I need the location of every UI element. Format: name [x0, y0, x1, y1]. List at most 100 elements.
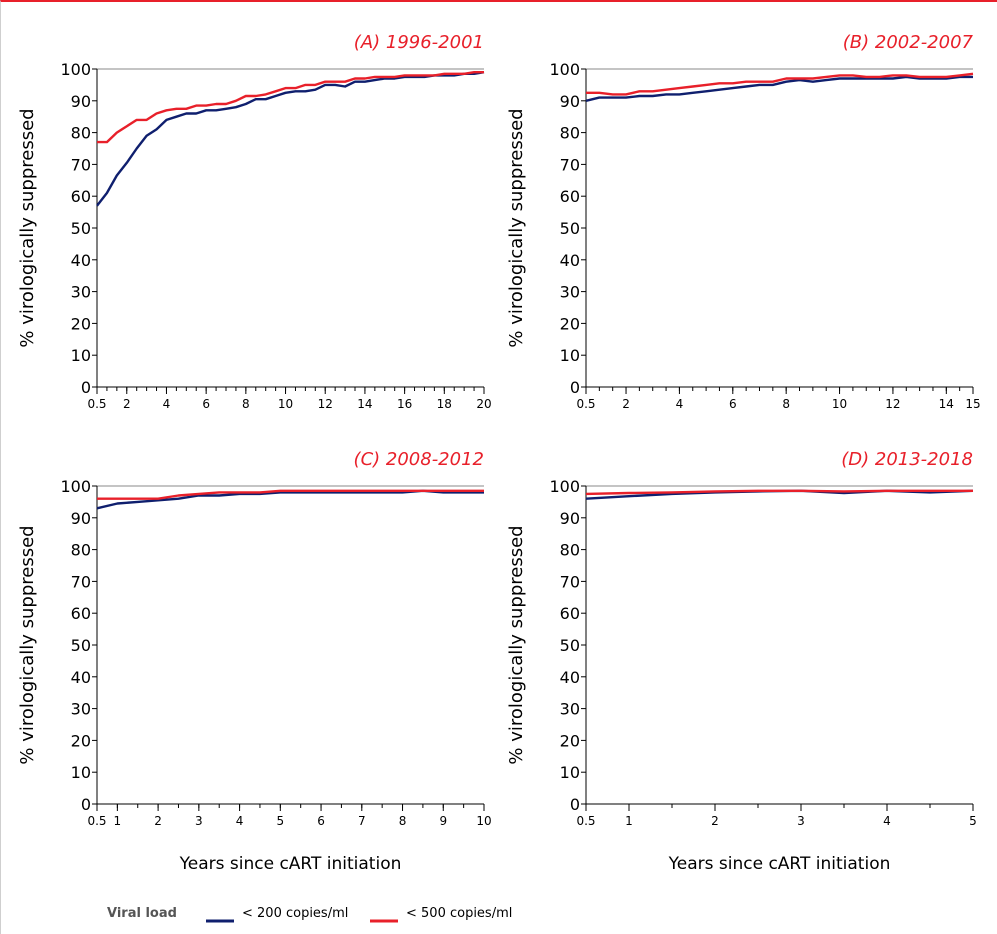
y-tick-label: 60: [71, 187, 91, 206]
x-tick-label: 4: [163, 397, 171, 411]
x-tick-label: 16: [397, 397, 412, 411]
y-tick-label: 30: [560, 283, 580, 302]
panel-a: (A) 1996-2001 0 10 20 30 40 50 60 70 80 90 100 0.5 2 4…: [17, 32, 492, 411]
y-tick-label: 40: [71, 251, 91, 270]
panel-d-y-axis-label: % virologically suppressed: [506, 525, 527, 764]
panel-d: (D) 2013-2018 0 10 20 30 40 50 60 70 80 90 100 0.5 1 2…: [506, 449, 977, 874]
y-tick-label: 10: [71, 763, 91, 782]
y-tick-label: 80: [560, 541, 580, 560]
x-tick-label: 2: [622, 397, 630, 411]
panel-c-x-axis-label: Years since cART initiation: [179, 854, 402, 874]
x-tick-label: 8: [399, 814, 407, 828]
legend-label-500: < 500 copies/ml: [406, 906, 512, 921]
legend-label-200: < 200 copies/ml: [242, 906, 348, 921]
y-tick-label: 0: [570, 378, 580, 397]
x-tick-label: 10: [832, 397, 847, 411]
panel-c: (C) 2008-2012 0 10 20 30 40 50 60 70 80 90 100 0.5 1 2…: [17, 449, 492, 874]
panel-a-title: (A) 1996-2001: [354, 32, 484, 53]
x-tick-label: 1: [625, 814, 633, 828]
y-tick-label: 20: [560, 731, 580, 750]
y-tick-label: 90: [71, 509, 91, 528]
x-tick-label: 2: [154, 814, 162, 828]
x-tick-label: 0.5: [576, 397, 595, 411]
panel-a-y-axis-label: % virologically suppressed: [17, 108, 38, 347]
y-tick-label: 50: [71, 636, 91, 655]
y-tick-label: 0: [81, 378, 91, 397]
y-tick-label: 0: [81, 795, 91, 814]
panel-b-y-axis-label: % virologically suppressed: [506, 108, 527, 347]
series-line-500-copies: [585, 489, 973, 496]
y-tick-label: 60: [560, 187, 580, 206]
x-tick-label: 12: [885, 397, 900, 411]
x-tick-label: 4: [883, 814, 891, 828]
y-tick-label: 80: [71, 124, 91, 143]
panel-c-y-axis-label: % virologically suppressed: [17, 525, 38, 764]
x-tick-label: 2: [123, 397, 131, 411]
x-tick-label: 4: [676, 397, 684, 411]
x-tick-label: 10: [476, 814, 491, 828]
series-line-500-copies: [97, 70, 484, 144]
y-tick-label: 0: [570, 795, 580, 814]
x-tick-label: 6: [729, 397, 737, 411]
y-tick-label: 100: [549, 477, 580, 496]
x-tick-label: 0.5: [87, 397, 106, 411]
y-tick-label: 40: [71, 668, 91, 687]
y-tick-label: 20: [71, 731, 91, 750]
y-tick-label: 90: [560, 92, 580, 111]
x-tick-label: 7: [358, 814, 366, 828]
x-tick-label: 15: [965, 397, 980, 411]
x-tick-label: 6: [202, 397, 210, 411]
y-tick-label: 40: [560, 251, 580, 270]
x-tick-label: 18: [437, 397, 452, 411]
panel-b: (B) 2002-2007 0 10 20 30 40 50 60 70 80 90 100 0.5 2 4…: [506, 32, 981, 411]
x-tick-label: 8: [782, 397, 790, 411]
y-tick-label: 80: [560, 124, 580, 143]
panel-d-title: (D) 2013-2018: [841, 449, 973, 470]
y-tick-label: 60: [560, 604, 580, 623]
x-tick-label: 1: [114, 814, 122, 828]
y-tick-label: 50: [560, 636, 580, 655]
x-tick-label: 3: [797, 814, 805, 828]
x-tick-label: 2: [711, 814, 719, 828]
x-tick-label: 9: [439, 814, 447, 828]
x-tick-label: 4: [236, 814, 244, 828]
series-line-200-copies: [96, 71, 485, 207]
y-tick-label: 10: [560, 763, 580, 782]
series-line-500-copies: [586, 72, 974, 96]
x-tick-label: 8: [242, 397, 250, 411]
x-tick-label: 3: [195, 814, 203, 828]
x-tick-label: 14: [357, 397, 372, 411]
y-tick-label: 90: [560, 509, 580, 528]
y-tick-label: 70: [560, 155, 580, 174]
y-tick-label: 30: [71, 700, 91, 719]
y-tick-label: 30: [560, 700, 580, 719]
panel-c-title: (C) 2008-2012: [354, 449, 484, 470]
y-tick-label: 100: [60, 477, 91, 496]
x-tick-label: 10: [278, 397, 293, 411]
y-tick-label: 70: [71, 572, 91, 591]
y-tick-label: 20: [560, 314, 580, 333]
x-tick-label: 12: [318, 397, 333, 411]
panel-d-x-axis-label: Years since cART initiation: [668, 854, 891, 874]
x-tick-label: 0.5: [87, 814, 106, 828]
y-tick-label: 50: [71, 219, 91, 238]
x-tick-label: 5: [276, 814, 284, 828]
x-tick-label: 6: [317, 814, 325, 828]
x-tick-label: 0.5: [576, 814, 595, 828]
x-tick-label: 5: [969, 814, 977, 828]
y-tick-label: 50: [560, 219, 580, 238]
y-tick-label: 10: [560, 346, 580, 365]
y-tick-label: 70: [560, 572, 580, 591]
legend-title: Viral load: [107, 906, 177, 921]
y-tick-label: 90: [71, 92, 91, 111]
y-tick-label: 20: [71, 314, 91, 333]
x-tick-label: 20: [476, 397, 491, 411]
y-tick-label: 40: [560, 668, 580, 687]
y-tick-label: 30: [71, 283, 91, 302]
series-line-500-copies: [97, 489, 484, 500]
x-tick-label: 14: [939, 397, 954, 411]
y-tick-label: 60: [71, 604, 91, 623]
y-tick-label: 100: [60, 60, 91, 79]
